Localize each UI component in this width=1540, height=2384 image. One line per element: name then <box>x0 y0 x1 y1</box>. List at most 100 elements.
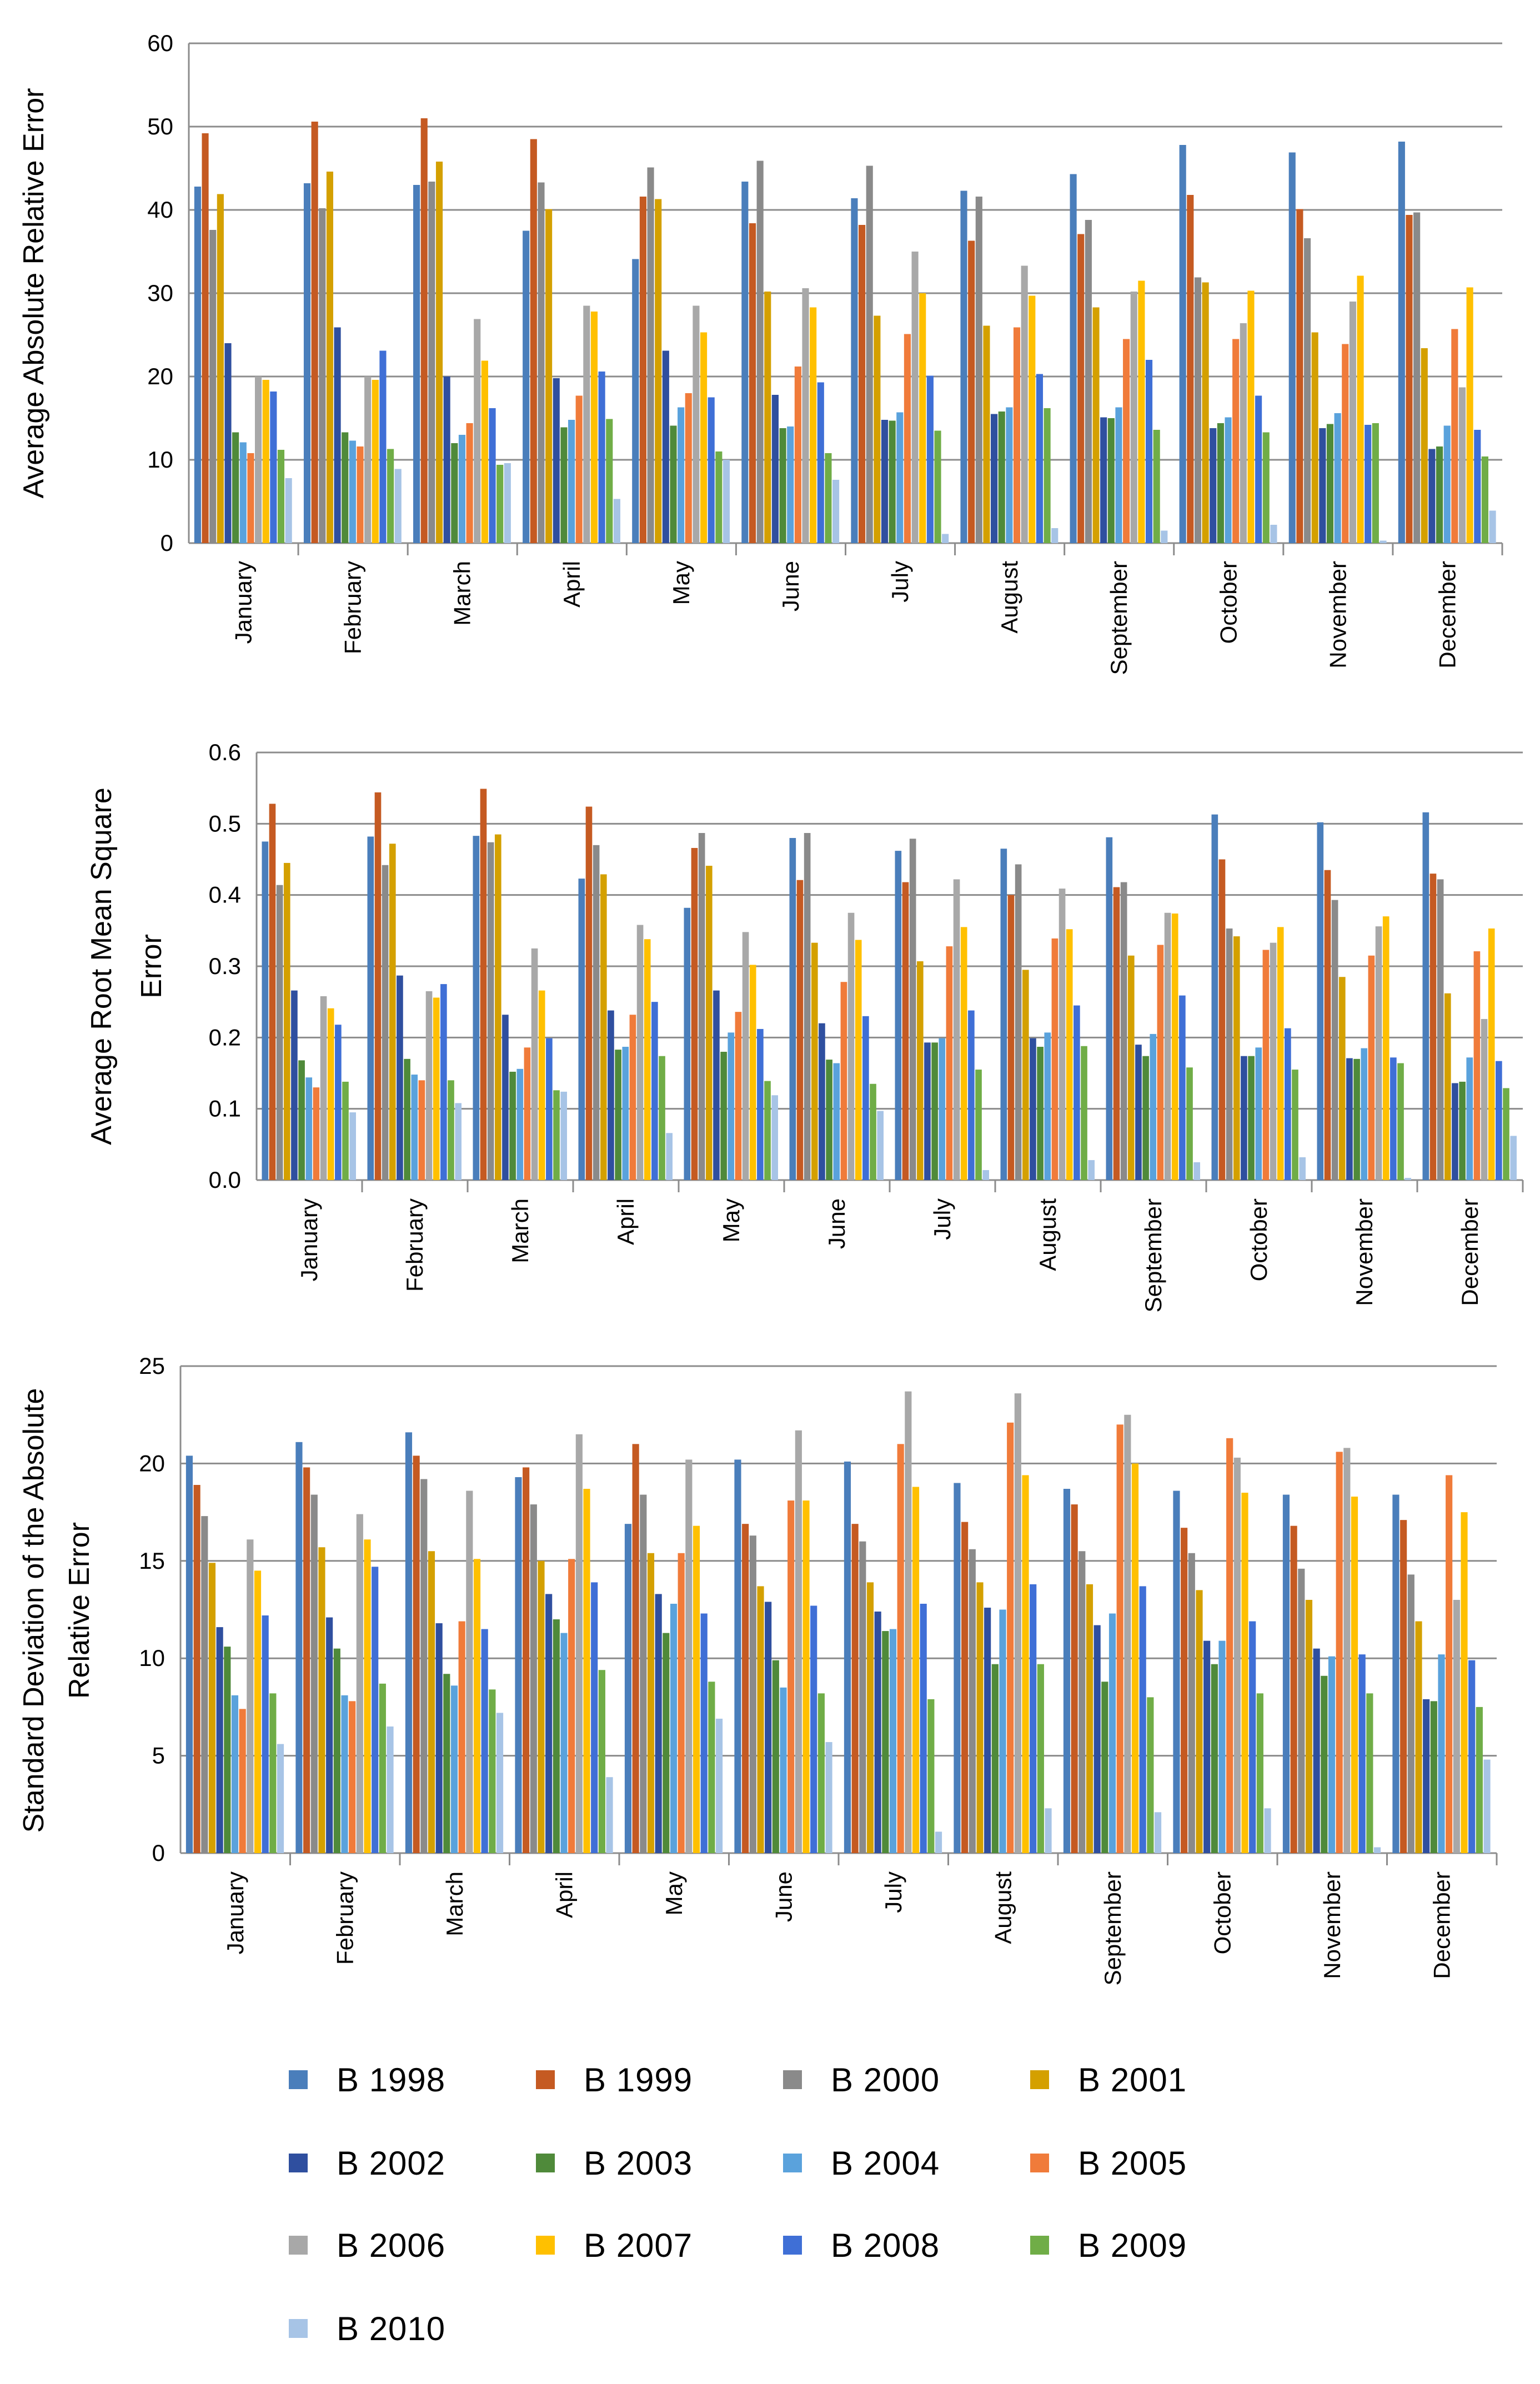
bar-b-2008-may <box>700 1613 708 1853</box>
bar-b-2003-september <box>1101 1682 1108 1853</box>
bar-b-2008-october <box>1285 1028 1291 1180</box>
legend-swatch-b-2005 <box>1030 2154 1049 2172</box>
bar-b-2007-july <box>919 293 926 543</box>
bar-b-2001-april <box>545 209 553 543</box>
y-tick-label: 0.4 <box>209 882 241 908</box>
legend-label-b-2008: B 2008 <box>831 2227 940 2264</box>
bar-b-2002-july <box>924 1042 931 1180</box>
bar-b-2009-december <box>1503 1088 1509 1180</box>
bar-b-2005-september <box>1123 339 1130 543</box>
bar-b-2009-august <box>1037 1664 1044 1853</box>
bar-b-2007-november <box>1351 1497 1358 1853</box>
bar-b-2006-december <box>1453 1599 1460 1853</box>
bar-b-2009-june <box>870 1083 876 1180</box>
bar-b-2003-october <box>1211 1664 1218 1853</box>
y-tick-label: 5 <box>152 1743 165 1769</box>
bar-b-2000-march <box>420 1479 428 1853</box>
bar-b-1998-september <box>1070 174 1077 543</box>
bar-b-1999-february <box>311 122 318 543</box>
bar-b-2002-december <box>1428 449 1436 543</box>
bar-b-2001-may <box>655 199 662 543</box>
bar-b-2000-october <box>1194 277 1202 543</box>
bar-b-2003-april <box>560 427 568 543</box>
bar-b-2010-september <box>1193 1162 1200 1180</box>
bar-b-1999-january <box>193 1484 200 1853</box>
bar-b-2003-may <box>663 1633 670 1853</box>
bar-b-2000-january <box>276 885 283 1180</box>
bar-b-2003-august <box>1037 1047 1044 1180</box>
category-label-march: March <box>507 1198 533 1263</box>
bar-b-2005-september <box>1157 945 1164 1180</box>
bar-b-2006-march <box>531 948 538 1180</box>
bar-b-2003-january <box>224 1647 231 1853</box>
bar-b-1999-march <box>413 1456 420 1853</box>
bar-b-2002-may <box>713 990 720 1180</box>
bar-b-2002-november <box>1346 1058 1353 1180</box>
bar-b-2006-may <box>693 305 700 543</box>
bar-b-2002-april <box>553 378 560 543</box>
bar-b-2001-january <box>283 862 290 1180</box>
bar-b-2010-november <box>1380 540 1387 543</box>
bar-b-1998-june <box>741 182 749 543</box>
bar-b-2006-november <box>1349 302 1356 543</box>
bar-b-2005-march <box>524 1047 531 1180</box>
bar-b-2001-june <box>757 1586 764 1853</box>
category-label-may: May <box>668 561 694 605</box>
bar-b-2009-february <box>448 1080 454 1180</box>
category-label-june: June <box>777 561 804 611</box>
bar-b-2002-may <box>655 1594 662 1853</box>
legend-swatch-b-2002 <box>289 2154 308 2172</box>
bar-b-2007-september <box>1131 1463 1139 1853</box>
bar-b-2004-august <box>999 1609 1006 1853</box>
bar-b-2000-december <box>1413 212 1421 543</box>
category-label-october: October <box>1246 1198 1272 1281</box>
bar-b-1999-february <box>303 1467 310 1853</box>
bar-b-2000-august <box>1015 864 1022 1180</box>
bar-b-2004-november <box>1334 413 1341 543</box>
category-label-july: July <box>880 1871 906 1913</box>
bar-b-2005-april <box>629 1015 636 1180</box>
bar-b-2006-august <box>1021 265 1028 543</box>
y-tick-label: 40 <box>147 197 173 223</box>
category-label-november: November <box>1351 1198 1377 1306</box>
bar-b-1998-january <box>194 187 201 543</box>
bar-b-2010-october <box>1264 1808 1271 1853</box>
bar-b-1998-april <box>578 879 585 1180</box>
bar-b-2010-february <box>455 1103 462 1180</box>
bar-b-2009-october <box>1256 1693 1263 1853</box>
bar-b-1998-august <box>1000 849 1007 1180</box>
bar-b-2005-august <box>1007 1422 1014 1853</box>
legend-swatch-b-2004 <box>783 2154 802 2172</box>
bar-b-2003-october <box>1217 423 1224 543</box>
bar-b-2004-june <box>787 426 794 543</box>
bar-b-2003-november <box>1353 1058 1360 1180</box>
bar-b-2010-april <box>666 1133 673 1180</box>
bar-b-2000-march <box>487 842 494 1180</box>
bar-b-2005-june <box>787 1500 795 1853</box>
bar-b-2004-june <box>833 1063 840 1180</box>
bar-b-1999-november <box>1296 209 1303 543</box>
bar-b-2010-june <box>832 480 840 543</box>
bar-b-1998-july <box>844 1461 851 1853</box>
bar-b-2009-november <box>1366 1693 1373 1853</box>
bar-b-2006-june <box>847 912 855 1180</box>
bar-b-2001-december <box>1415 1621 1422 1853</box>
bar-b-1998-march <box>473 836 480 1180</box>
category-label-october: October <box>1209 1871 1235 1954</box>
bar-b-2000-may <box>647 167 654 543</box>
legend-label-b-1999: B 1999 <box>584 2061 693 2099</box>
bar-b-1999-november <box>1290 1525 1297 1853</box>
bar-b-2001-february <box>318 1547 325 1853</box>
bar-b-1998-may <box>632 259 639 543</box>
bar-b-2010-september <box>1154 1812 1162 1853</box>
bar-b-2007-november <box>1357 275 1364 543</box>
bar-b-2001-april <box>538 1560 545 1853</box>
bar-b-2003-june <box>779 428 786 543</box>
bar-b-2005-may <box>678 1553 685 1853</box>
bar-b-1998-august <box>960 190 967 543</box>
bar-b-1999-april <box>530 139 537 543</box>
bar-b-2005-august <box>1051 938 1059 1180</box>
bar-b-2009-june <box>817 1693 825 1853</box>
legend-label-b-2010: B 2010 <box>337 2310 445 2347</box>
bar-b-2000-august <box>969 1549 976 1853</box>
